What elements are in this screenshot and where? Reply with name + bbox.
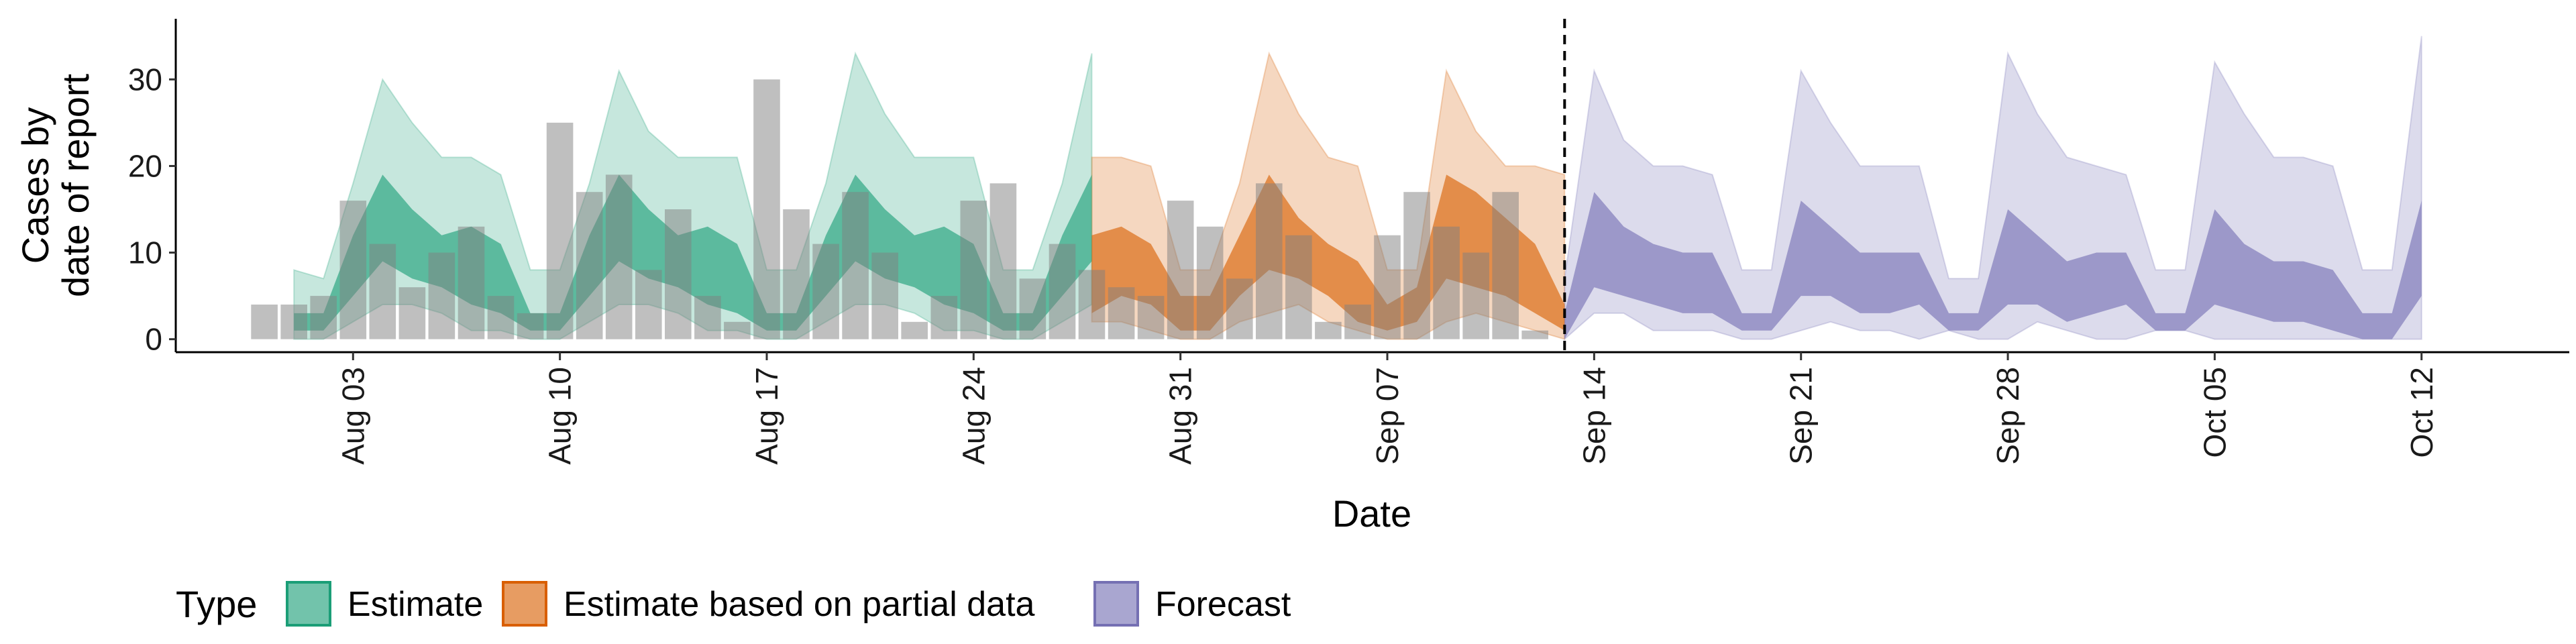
forecast-band-50 [1564, 192, 2422, 339]
credible-interval-50-bands [294, 174, 2422, 339]
axes: 0 10 20 30 Aug 03 Aug 10 Aug 17 Aug 24 Aug 31 Se… [128, 19, 2569, 465]
y-axis-title-line2: date of report [54, 74, 97, 298]
legend-label-forecast: Forecast [1155, 585, 1291, 624]
legend-title: Type [176, 583, 257, 625]
legend-swatch-forecast [1093, 581, 1139, 627]
observed-bar [1403, 192, 1430, 339]
observed-bar [1374, 235, 1401, 339]
y-ticks: 0 10 20 30 [128, 62, 176, 357]
x-tick-label: Aug 24 [956, 367, 991, 465]
x-tick-label: Sep 21 [1784, 367, 1819, 465]
x-tick-label: Aug 17 [749, 367, 784, 465]
observed-bar [812, 244, 839, 339]
observed-bar [1492, 192, 1519, 339]
legend: Type Estimate Estimate based on partial d… [176, 581, 1291, 627]
x-axis-title: Date [1332, 492, 1411, 535]
observed-bar [398, 287, 426, 339]
observed-bar [339, 201, 367, 339]
y-tick-label: 30 [128, 62, 162, 97]
observed-bar [930, 296, 958, 339]
observed-bar [960, 201, 987, 339]
observed-bar [1226, 278, 1253, 339]
observed-bar [842, 192, 869, 339]
observed-bar [1256, 183, 1283, 339]
legend-label-partial: Estimate based on partial data [564, 585, 1035, 624]
observed-bar [1078, 270, 1106, 339]
observed-bar [783, 209, 810, 339]
observed-bar [1019, 278, 1046, 339]
x-tick-label: Aug 10 [543, 367, 578, 465]
observed-bar [871, 252, 898, 339]
observed-bar [280, 305, 307, 339]
x-tick-label: Oct 05 [2197, 367, 2232, 458]
observed-bar [1521, 330, 1548, 339]
x-tick-label: Aug 31 [1163, 367, 1198, 465]
observed-cases-bars [251, 79, 1548, 339]
observed-bar [1137, 296, 1165, 339]
observed-bar [665, 209, 692, 339]
y-axis-title-line1: Cases by [14, 107, 56, 264]
y-tick-label: 10 [128, 235, 162, 270]
y-tick-label: 0 [145, 322, 162, 357]
observed-bar [251, 305, 278, 339]
observed-bar [369, 244, 396, 339]
observed-bar [605, 174, 633, 339]
x-tick-label: Aug 03 [335, 367, 370, 465]
observed-bar [1344, 305, 1371, 339]
x-tick-label: Sep 14 [1576, 367, 1611, 465]
observed-bar [487, 296, 515, 339]
legend-swatch-estimate [286, 581, 331, 627]
observed-bar [1167, 201, 1194, 339]
observed-bar [694, 296, 721, 339]
legend-swatch-partial [502, 581, 547, 627]
partial-band-50 [1091, 174, 1565, 331]
observed-bar [458, 226, 485, 339]
observed-bar [901, 321, 928, 339]
y-tick-label: 20 [128, 148, 162, 183]
x-ticks: Aug 03 Aug 10 Aug 17 Aug 24 Aug 31 Sep 07 Sep … [335, 352, 2439, 465]
observed-bar [1315, 321, 1342, 339]
observed-bar [635, 270, 662, 339]
observed-bar [428, 252, 455, 339]
x-tick-label: Sep 28 [1990, 367, 2025, 465]
x-tick-label: Oct 12 [2404, 367, 2439, 458]
observed-bar [1196, 226, 1224, 339]
observed-bar [546, 122, 574, 339]
observed-bar [1462, 252, 1489, 339]
observed-bar [1285, 235, 1312, 339]
observed-bar [753, 79, 780, 339]
legend-label-estimate: Estimate [347, 585, 483, 624]
observed-bar [517, 313, 544, 339]
x-tick-label: Sep 07 [1370, 367, 1405, 465]
observed-bar [310, 296, 337, 339]
observed-bar [724, 321, 751, 339]
observed-bar [1433, 226, 1460, 339]
observed-bar [1049, 244, 1076, 339]
estimate-band-50 [294, 174, 1092, 331]
observed-bar [989, 183, 1017, 339]
observed-bar [576, 192, 603, 339]
observed-bar [1108, 287, 1135, 339]
